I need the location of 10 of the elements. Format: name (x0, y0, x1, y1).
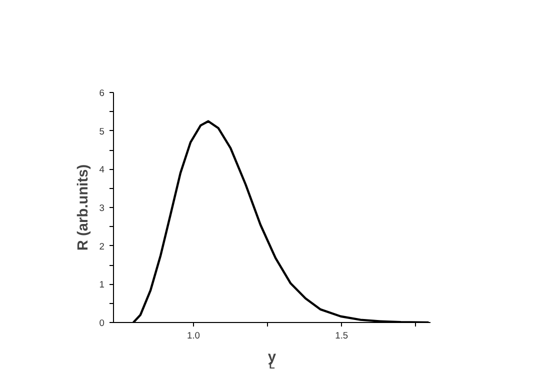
y-tick-label: 5 (99, 126, 105, 136)
x-tick-label: 1.5 (335, 330, 348, 340)
y-tick-label: 3 (99, 203, 105, 213)
y-tick-label: 4 (99, 164, 105, 175)
y-tick-label: 2 (99, 241, 105, 252)
y-tick-label: 0 (99, 318, 105, 328)
x-tick-label: 1.0 (187, 330, 200, 340)
y-axis-title: R (arb.units) (75, 164, 92, 251)
y-tick-label: 1 (99, 280, 105, 290)
y-tick-label: 6 (99, 88, 105, 98)
